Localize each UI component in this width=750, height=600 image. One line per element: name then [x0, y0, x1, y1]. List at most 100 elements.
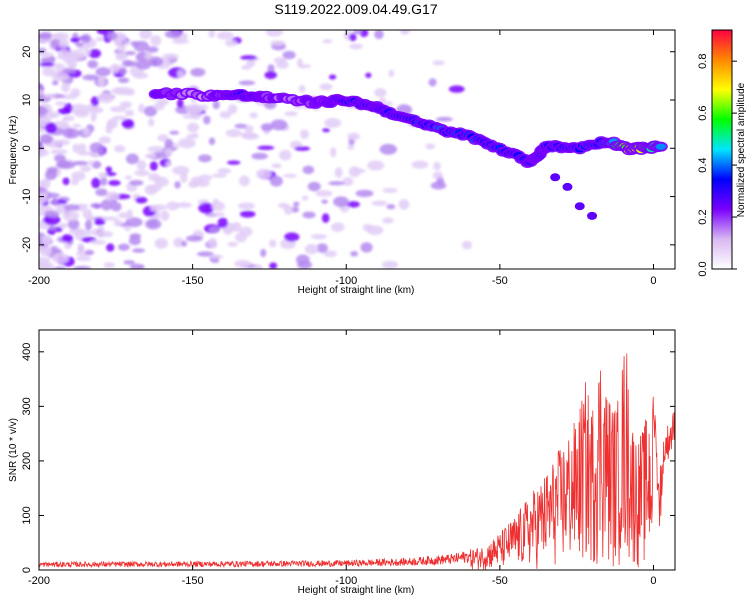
heatmap-noise-blob [283, 173, 297, 178]
heatmap-noise-blob [181, 240, 188, 247]
snr-y-tick-label: 0 [21, 567, 33, 573]
heatmap-noise-blob [119, 101, 132, 109]
heatmap-noise-blob [208, 30, 216, 38]
heatmap-noise-blob [196, 251, 214, 257]
heatmap-noise-blob [70, 37, 80, 43]
heatmap-noise-blob [252, 264, 263, 269]
heatmap-y-tick-label: 0 [21, 145, 33, 151]
heatmap-noise-blob [90, 202, 101, 209]
heatmap-noise-blob [330, 222, 345, 232]
heatmap-noise-blob [74, 229, 84, 241]
heatmap-noise-blob [270, 119, 288, 131]
heatmap-noise-blob [147, 145, 164, 153]
heatmap-noise-blob [225, 129, 242, 138]
colorbar-tick-label: 0.0 [697, 261, 709, 276]
heatmap-noise-blob [63, 103, 73, 113]
heatmap-x-tick-label: -50 [492, 275, 508, 287]
heatmap-noise-blob [297, 64, 312, 69]
heatmap-noise-blob [117, 243, 130, 251]
heatmap-noise-blob [100, 199, 113, 211]
heatmap-noise-blob [217, 217, 228, 229]
heatmap-noise-blob [82, 127, 91, 136]
heatmap-noise-blob [157, 134, 169, 142]
heatmap-noise-blob [75, 42, 84, 47]
heatmap-noise-blob [290, 206, 300, 213]
heatmap-noise-blob [269, 175, 283, 187]
heatmap-noise-blob [265, 30, 284, 37]
heatmap-noise-blob [448, 85, 465, 93]
heatmap-noise-blob [98, 150, 105, 157]
heatmap-noise-blob [89, 142, 104, 153]
snr-x-tick-label: 0 [650, 575, 656, 587]
heatmap-noise-blob [100, 176, 108, 187]
heatmap-noise-blob [84, 219, 93, 231]
heatmap-noise-blob [435, 116, 454, 122]
heatmap-noise-blob [148, 118, 155, 127]
heatmap-noise-blob [223, 226, 233, 235]
heatmap-noise-blob [177, 69, 185, 78]
heatmap-noise-blob [211, 201, 226, 212]
heatmap-noise-blob [153, 101, 165, 111]
heatmap-noise-blob [130, 41, 140, 47]
heatmap-noise-blob [149, 204, 158, 212]
heatmap-noise-blob [62, 52, 74, 64]
heatmap-noise-blob [110, 201, 122, 212]
chart-title: S119.2022.009.04.49.G17 [274, 1, 437, 17]
heatmap-noise-blob [296, 254, 310, 265]
heatmap-noise-blob [44, 122, 58, 134]
heatmap-noise-blob [138, 103, 145, 114]
heatmap-noise-blob [63, 204, 80, 211]
heatmap-x-tick-label: 0 [650, 275, 656, 287]
heatmap-noise-blob [61, 82, 70, 93]
heatmap-noise-blob [249, 112, 258, 119]
heatmap-noise-blob [106, 243, 115, 252]
heatmap-noise-blob [51, 70, 70, 81]
heatmap-noise-blob [334, 167, 343, 179]
heatmap-noise-blob [301, 195, 309, 201]
heatmap-noise-blob [307, 181, 321, 192]
heatmap-noise-blob [322, 128, 331, 133]
heatmap-noise-blob [72, 143, 80, 153]
heatmap-noise-blob [273, 57, 287, 64]
heatmap-noise-blob [67, 218, 80, 230]
heatmap-noise-blob [353, 30, 362, 35]
heatmap-noise-blob [61, 94, 78, 100]
heatmap-noise-blob [324, 117, 342, 128]
heatmap-noise-blob [108, 180, 121, 186]
snr-x-tick-label: -100 [335, 575, 357, 587]
heatmap-noise-blob [279, 149, 292, 161]
heatmap-noise-blob [198, 154, 212, 163]
heatmap-noise-blob [144, 153, 157, 159]
heatmap-noise-blob [173, 237, 184, 248]
heatmap-noise-blob [153, 176, 164, 182]
heatmap-noise-blob [165, 161, 172, 167]
heatmap-noise-blob [267, 64, 275, 73]
heatmap-noise-blob [139, 30, 153, 40]
heatmap-noise-blob [150, 35, 162, 46]
heatmap-noise-blob [87, 160, 95, 165]
heatmap-noise-blob [219, 110, 232, 119]
heatmap-noise-blob [238, 175, 250, 187]
heatmap-noise-blob [41, 234, 52, 245]
heatmap-noise-blob [104, 191, 120, 202]
heatmap-noise-blob [260, 123, 274, 132]
ridge-blob-inner [655, 143, 666, 150]
heatmap-noise-blob [124, 175, 132, 180]
heatmap-noise-blob [39, 106, 48, 116]
heatmap-noise-blob [63, 115, 75, 122]
heatmap-noise-blob [39, 133, 53, 144]
heatmap-noise-blob [103, 262, 115, 268]
heatmap-noise-blob [270, 40, 286, 46]
heatmap-noise-blob [121, 118, 135, 129]
heatmap-noise-blob [160, 210, 170, 221]
heatmap-x-ticks: -200 -150 -100 -50 0 [28, 30, 657, 287]
heatmap-noise-blob [264, 71, 277, 80]
heatmap-noise-blob [433, 161, 441, 171]
heatmap-noise-blob [82, 208, 93, 220]
heatmap-noise-blob [143, 105, 158, 117]
heatmap-noise-blob [55, 101, 67, 106]
heatmap-noise-blob [169, 130, 180, 135]
heatmap-noise-blob [381, 260, 399, 269]
heatmap-noise-blob [132, 248, 146, 253]
